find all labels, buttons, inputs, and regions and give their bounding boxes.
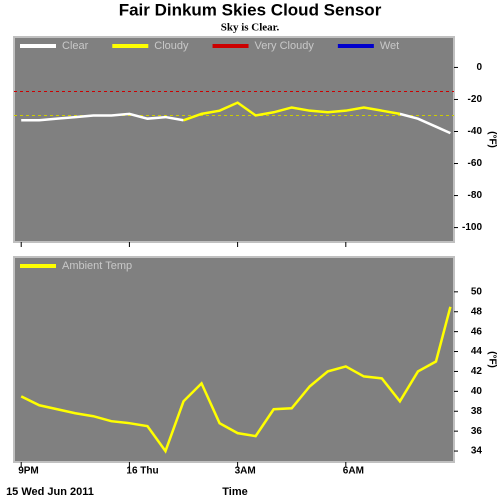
date-label: 15 Wed Jun 2011 — [6, 486, 94, 498]
x-tick-label: 9PM — [18, 466, 39, 477]
y-tick-label: 46 — [471, 326, 483, 337]
data-line — [183, 101, 401, 122]
y-tick-label: 40 — [471, 386, 483, 397]
x-tick-label: 16 Thu — [126, 466, 158, 477]
chart-title: Fair Dinkum Skies Cloud Sensor — [119, 0, 382, 19]
x-tick-label: 3AM — [235, 466, 256, 477]
chart-subtitle: Sky is Clear. — [221, 22, 280, 34]
data-line — [399, 112, 451, 135]
y-tick-label: 0 — [476, 62, 482, 73]
y-tick-label: -40 — [468, 126, 483, 137]
plot-area — [13, 256, 455, 463]
legend-label: Very Cloudy — [255, 40, 315, 52]
y-tick-label: 44 — [471, 346, 483, 357]
y-tick-label: -100 — [462, 222, 482, 233]
data-line — [21, 112, 184, 122]
data-line — [20, 306, 452, 454]
y-tick-label: 50 — [471, 286, 483, 297]
y-tick-label: 34 — [471, 446, 483, 457]
legend-label: Clear — [62, 40, 89, 52]
x-tick-label: 6AM — [343, 466, 364, 477]
legend-label: Ambient Temp — [62, 260, 132, 272]
y-tick-label: -20 — [468, 94, 483, 105]
y-tick-label: -60 — [468, 158, 483, 169]
plot-area — [13, 36, 455, 243]
y-tick-label: 38 — [471, 406, 483, 417]
y-axis-label: (°F) — [486, 131, 497, 148]
y-tick-label: -80 — [468, 190, 483, 201]
x-axis-label: Time — [222, 486, 247, 498]
y-tick-label: 48 — [471, 306, 483, 317]
y-axis-label: (°F) — [486, 351, 497, 368]
y-tick-label: 42 — [471, 366, 483, 377]
legend-label: Wet — [380, 40, 399, 52]
legend-label: Cloudy — [154, 40, 189, 52]
y-tick-label: 36 — [471, 426, 483, 437]
